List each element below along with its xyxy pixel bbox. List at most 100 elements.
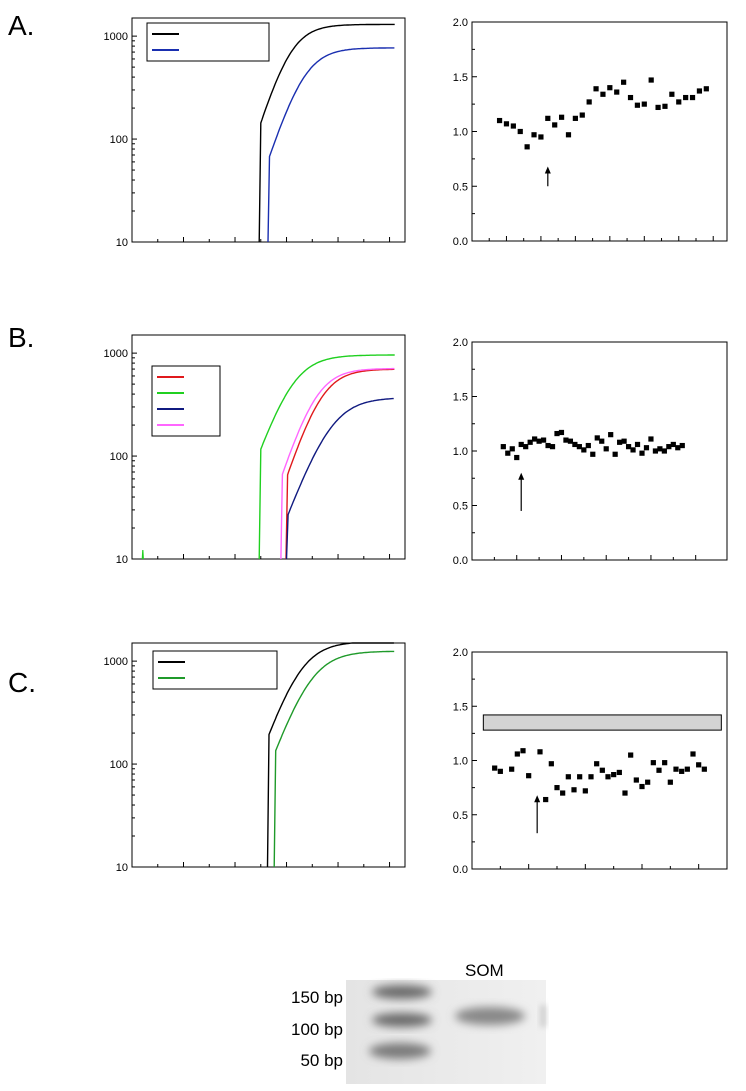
series-line-pld [280,367,395,560]
data-point [527,439,533,445]
plot-frame [471,21,728,242]
y-tick-label: 100 [110,759,128,771]
series-line-pv [285,368,395,560]
y-tick-label: 0.5 [453,810,468,822]
data-point [622,790,628,796]
data-point [657,446,663,452]
data-point [627,94,634,101]
y-tick-label: 0.0 [453,864,468,876]
data-point [567,438,574,444]
y-tick-label: 1.0 [453,756,468,768]
data-point [558,429,565,436]
series-line-12lipo [273,650,395,868]
data-point [689,94,696,101]
data-point [532,436,538,442]
data-point [590,451,596,457]
data-point [572,441,578,448]
data-point [582,788,588,794]
data-point [554,430,560,437]
data-point [701,766,707,772]
data-point [577,774,583,780]
gel-ladder-100: 100 bp [291,1020,343,1039]
plot-frame [131,642,406,868]
chart-c-epsc: 0.0 0.5 1.0 1.5 2.0 [453,647,728,876]
data-point [614,89,620,95]
data-point [526,773,532,779]
data-point [558,114,565,120]
data-point [679,768,685,774]
data-point [554,785,560,791]
stimulus-arrow-head [534,795,541,803]
data-point [639,783,645,790]
data-point [500,444,506,450]
gel-background [346,980,546,1084]
series-line-somatostatin [258,23,395,243]
data-point [621,79,627,85]
gel-ladder-150: 150 bp [291,988,343,1007]
data-point [600,91,606,97]
stimulus-arrow-head [518,472,525,480]
y-tick-label: 100 [110,134,128,146]
data-point [599,767,605,773]
series-line-mglur5 [267,47,395,243]
data-point [594,761,600,767]
data-point [675,445,681,451]
data-point [518,441,524,448]
data-point [543,796,549,803]
chart-a-epsc: 0.0 0.5 1.0 1.5 2.0 [453,17,728,248]
plot-frame [131,334,406,560]
data-point [666,444,672,450]
som-band [455,1007,525,1025]
chart-b-epsc: 0.0 0.5 1.0 1.5 2.0 [453,337,728,567]
data-point [655,104,661,111]
data-point [612,451,618,457]
data-point [641,101,647,107]
data-point [497,768,503,774]
data-point [531,132,537,138]
y-tick-label: 0.0 [453,236,468,248]
y-tick-label: 1.5 [453,72,468,84]
data-point [514,751,520,757]
series-line-dagla [258,354,395,560]
gel-ladder-50: 50 bp [300,1051,343,1070]
chart-a-qpcr: 10 100 1000 [104,17,406,249]
data-point [634,102,641,108]
data-point [552,122,558,128]
stimulus-arrow-head [544,166,551,174]
legend-box [152,650,278,690]
data-point [684,766,690,772]
panel-letter-b: B. [8,322,34,353]
data-point [560,790,566,796]
data-point [645,779,651,785]
data-point [593,86,599,92]
data-point [523,444,529,450]
data-point [576,444,582,450]
data-point [599,438,605,444]
data-point [648,77,654,83]
data-point [625,444,632,450]
series-line-mglur5 [285,397,394,560]
data-point [662,103,668,109]
panel-letter-a: A. [8,10,34,41]
dagla-early-spike [141,549,144,560]
data-point [667,779,673,785]
data-point [634,441,641,448]
data-point [656,767,662,773]
ladder-band-150 [372,985,432,999]
data-point [669,91,675,97]
data-point [509,766,515,772]
data-point [540,437,547,443]
y-tick-label: 1.0 [453,127,468,139]
data-point [648,436,654,442]
data-point [676,99,682,105]
data-point [696,762,702,768]
data-point [633,777,639,783]
y-tick-label: 1.0 [453,446,468,458]
data-point [673,766,679,772]
data-point [650,760,656,766]
ladder-band-100 [372,1013,432,1027]
data-point [661,448,667,454]
gel-edge-smear [540,1005,546,1027]
data-point [643,445,650,451]
y-tick-label: 0.0 [453,555,468,567]
